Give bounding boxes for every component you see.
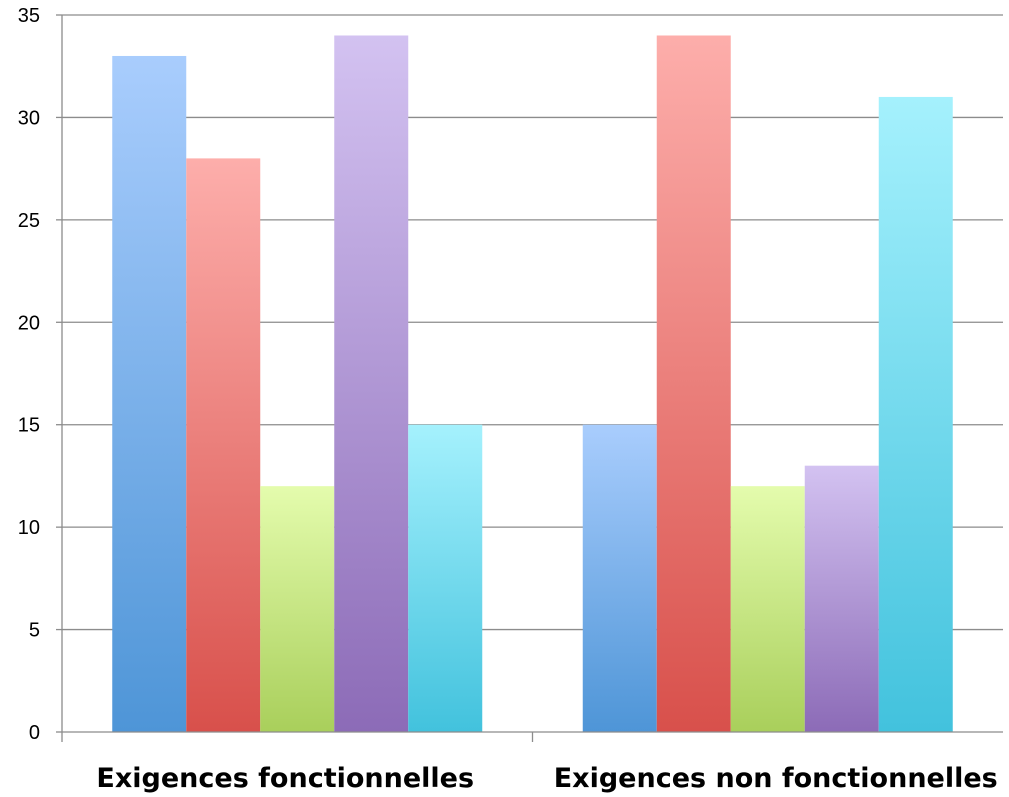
y-tick-label: 10 [18,517,40,539]
x-category-label: Exigences fonctionnelles [96,763,474,794]
bar [878,96,953,732]
bar [334,35,409,732]
y-tick-label: 20 [18,312,40,334]
labels: 0 5 10 15 20 25 30 35 Exigences fonctionnelles Ex… [18,5,998,794]
x-category-label: Exigences non fonctionnelles [554,763,998,794]
bar [112,55,187,732]
bar [656,35,731,732]
y-tick-label: 5 [29,620,40,642]
axes [56,14,1003,742]
bar [730,486,805,732]
y-tick-label: 35 [18,5,40,27]
bars [112,35,953,732]
y-tick-label: 0 [29,722,40,744]
bar [260,486,335,732]
y-tick-label: 15 [18,415,40,437]
bar [408,424,483,732]
y-tick-label: 30 [18,107,40,129]
y-tick-label: 25 [18,210,40,232]
bar [804,465,879,732]
bar [186,158,261,732]
bar [582,424,657,732]
